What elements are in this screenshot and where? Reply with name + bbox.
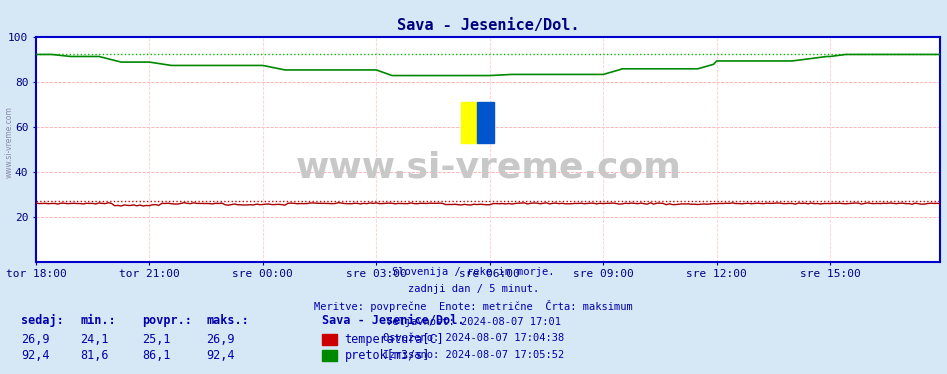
Text: zadnji dan / 5 minut.: zadnji dan / 5 minut. xyxy=(408,284,539,294)
Title: Sava - Jesenice/Dol.: Sava - Jesenice/Dol. xyxy=(397,18,580,33)
Text: temperatura[C]: temperatura[C] xyxy=(345,333,444,346)
Text: Meritve: povprečne  Enote: metrične  Črta: maksimum: Meritve: povprečne Enote: metrične Črta:… xyxy=(314,300,633,312)
Text: Izrisano: 2024-08-07 17:05:52: Izrisano: 2024-08-07 17:05:52 xyxy=(383,350,564,360)
Text: sedaj:: sedaj: xyxy=(21,313,63,327)
FancyBboxPatch shape xyxy=(461,102,477,143)
Text: 92,4: 92,4 xyxy=(21,349,49,362)
Text: min.:: min.: xyxy=(80,313,116,327)
Text: Slovenija / reke in morje.: Slovenija / reke in morje. xyxy=(392,267,555,278)
Text: maks.:: maks.: xyxy=(206,313,249,327)
Text: www.si-vreme.com: www.si-vreme.com xyxy=(5,106,14,178)
Text: 26,9: 26,9 xyxy=(206,333,235,346)
Text: Veljavnost: 2024-08-07 17:01: Veljavnost: 2024-08-07 17:01 xyxy=(386,317,561,327)
Text: 24,1: 24,1 xyxy=(80,333,109,346)
Text: pretok[m3/s]: pretok[m3/s] xyxy=(345,349,430,362)
Text: 81,6: 81,6 xyxy=(80,349,109,362)
FancyBboxPatch shape xyxy=(477,102,493,143)
Text: povpr.:: povpr.: xyxy=(142,313,192,327)
Text: 26,9: 26,9 xyxy=(21,333,49,346)
Text: Osveženo: 2024-08-07 17:04:38: Osveženo: 2024-08-07 17:04:38 xyxy=(383,333,564,343)
Text: 86,1: 86,1 xyxy=(142,349,170,362)
Text: Sava - Jesenice/Dol.: Sava - Jesenice/Dol. xyxy=(322,313,464,327)
Text: www.si-vreme.com: www.si-vreme.com xyxy=(295,151,681,184)
Text: 92,4: 92,4 xyxy=(206,349,235,362)
Text: 25,1: 25,1 xyxy=(142,333,170,346)
